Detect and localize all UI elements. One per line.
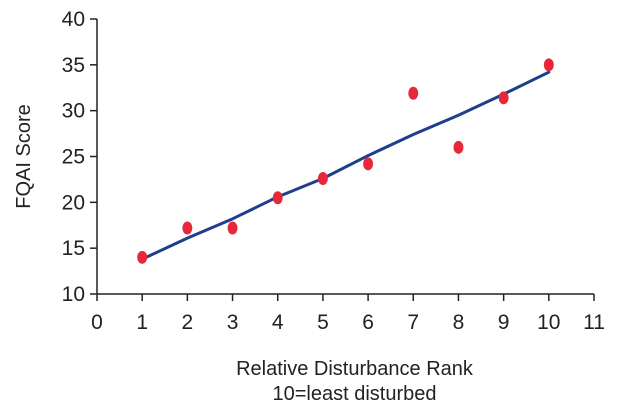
data-point xyxy=(408,86,419,100)
x-tick-label: 3 xyxy=(227,311,239,334)
data-point xyxy=(182,221,193,235)
x-tick-label: 8 xyxy=(453,311,465,334)
data-point xyxy=(317,172,328,185)
data-point xyxy=(498,91,509,105)
y-tick-label: 20 xyxy=(62,191,85,214)
x-tick-label: 1 xyxy=(136,311,148,334)
trend-line xyxy=(140,70,551,261)
x-tick-label: 11 xyxy=(583,311,605,334)
x-axis-title-line-2: 10=least disturbed xyxy=(272,383,436,405)
data-point xyxy=(543,58,554,72)
tick-layer: 0 1 2 3 4 5 6 7 8 9 10 11 10 15 20 25 30 35 40 xyxy=(62,8,605,334)
x-axis-title-line-1: Relative Disturbance Rank xyxy=(236,358,474,380)
axes-layer xyxy=(96,19,594,295)
data-point xyxy=(272,191,283,205)
y-tick-label: 30 xyxy=(62,100,85,123)
y-tick-label: 25 xyxy=(62,146,85,169)
y-tick-label: 15 xyxy=(62,237,85,260)
x-tick-label: 4 xyxy=(272,311,284,334)
data-point xyxy=(453,140,464,154)
y-tick-label: 10 xyxy=(62,283,85,306)
x-tick-label: 5 xyxy=(317,311,329,334)
x-tick-label: 9 xyxy=(498,311,510,334)
x-tick-label: 7 xyxy=(407,311,419,334)
data-point xyxy=(227,221,238,235)
x-tick-label: 6 xyxy=(362,311,374,334)
x-tick-label: 10 xyxy=(537,311,560,334)
data-point xyxy=(363,157,374,171)
axis-title-layer: FQAI Score Relative Disturbance Rank 10=… xyxy=(13,104,474,405)
x-tick-label: 2 xyxy=(182,311,194,334)
y-tick-label: 40 xyxy=(62,8,85,31)
x-tick-label: 0 xyxy=(91,311,103,334)
series-layer xyxy=(137,58,554,264)
y-axis-title: FQAI Score xyxy=(13,104,35,208)
y-tick-label: 35 xyxy=(62,54,85,77)
data-point xyxy=(137,250,148,264)
